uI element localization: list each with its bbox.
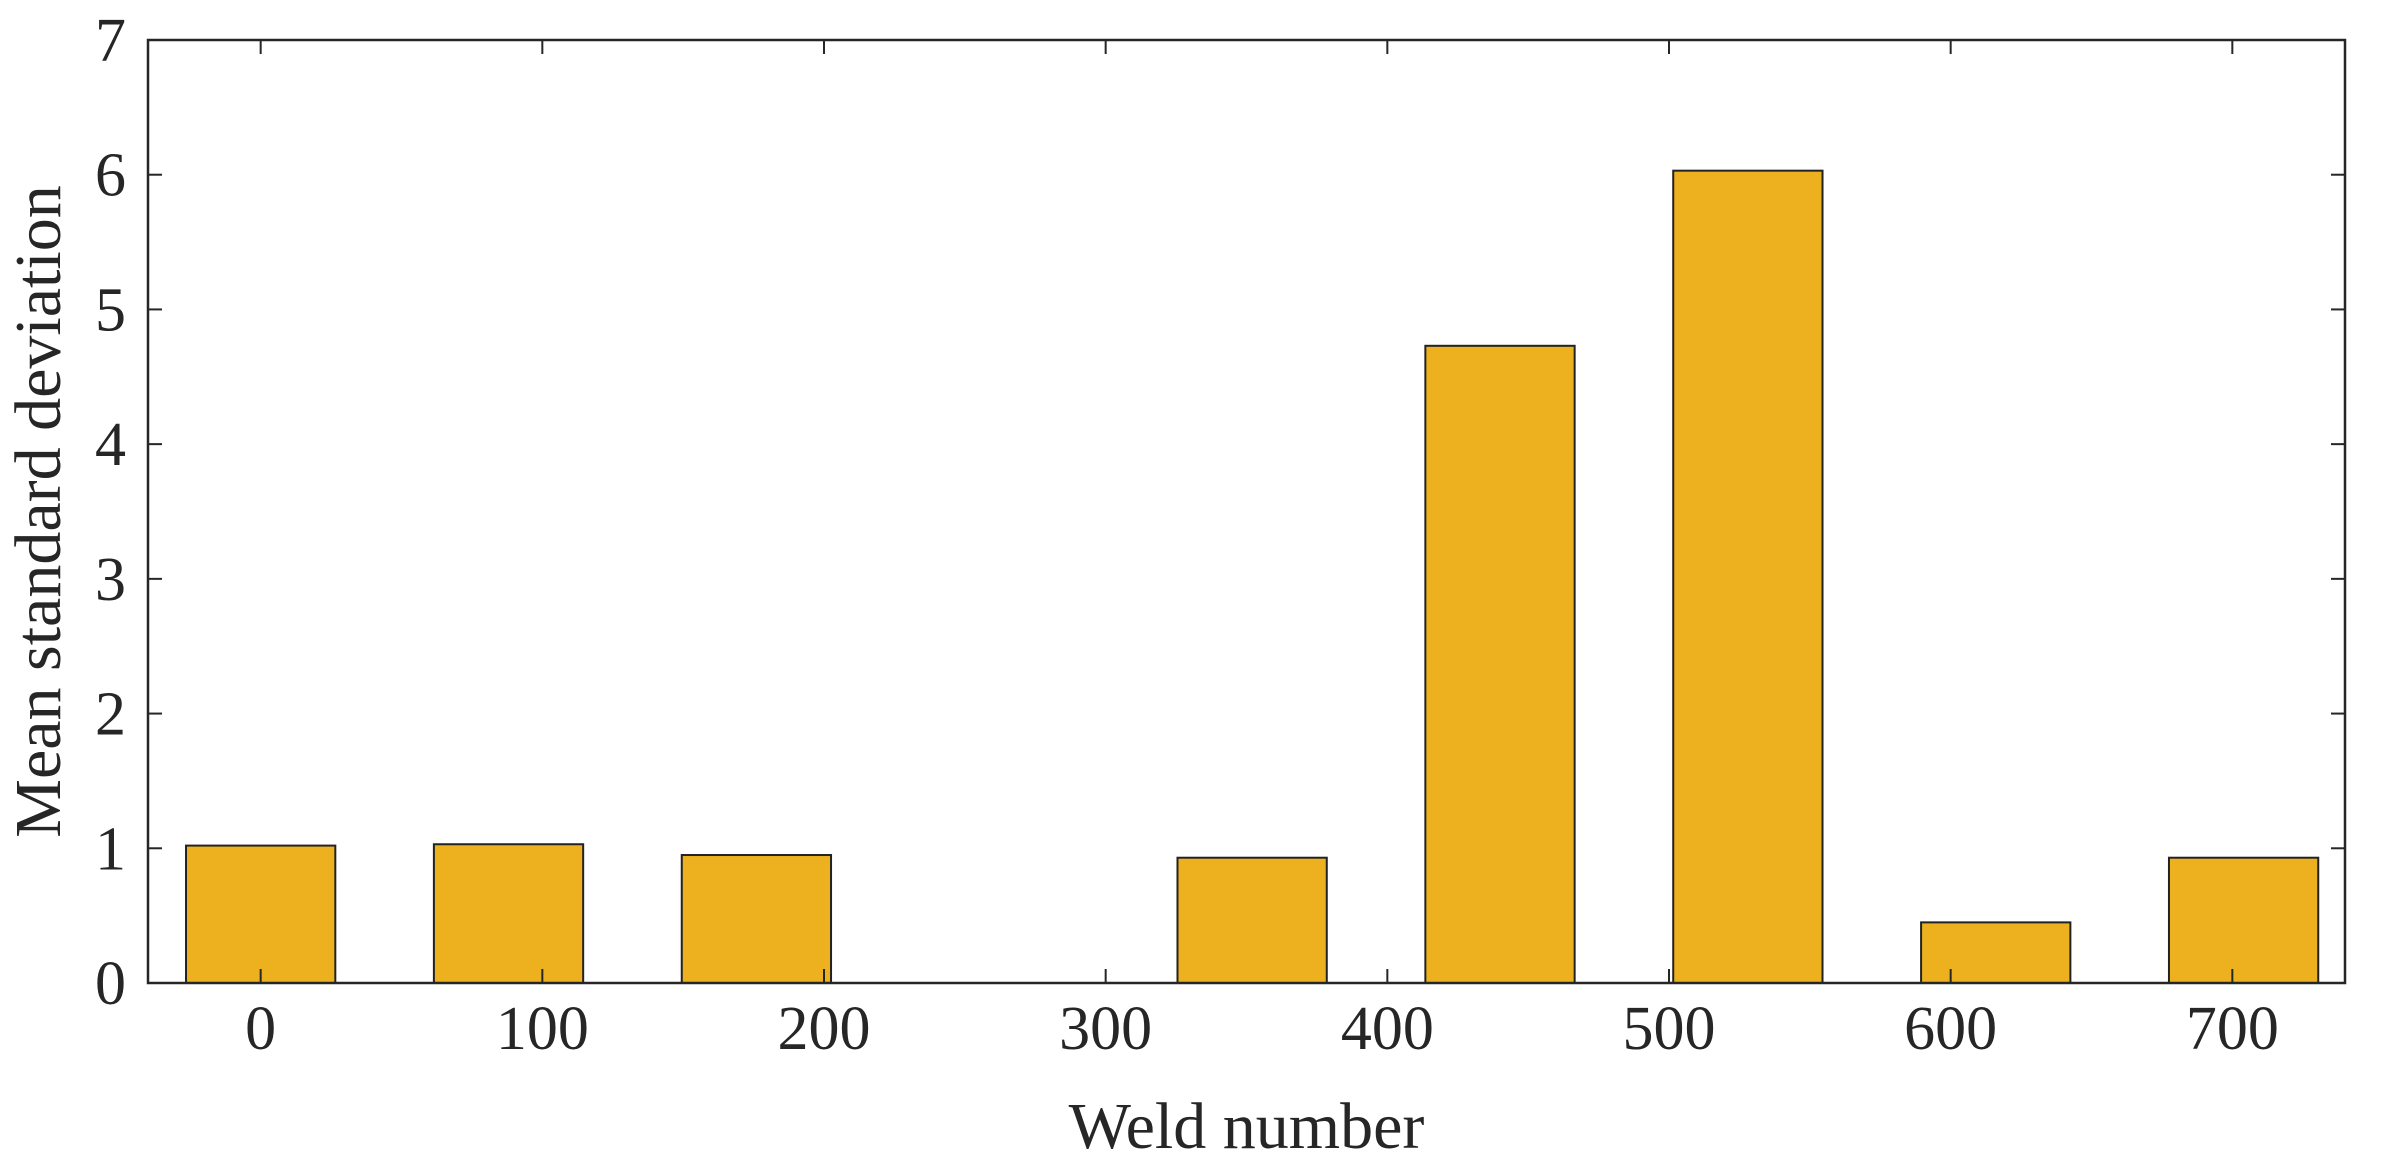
x-tick-label: 600 (1904, 995, 1997, 1063)
x-tick-label: 400 (1341, 995, 1434, 1063)
y-tick-label: 3 (95, 546, 126, 614)
y-tick-label: 2 (95, 681, 126, 749)
x-tick-label: 300 (1059, 995, 1152, 1063)
y-tick-label: 6 (95, 142, 126, 210)
y-tick-label: 1 (95, 815, 126, 883)
bar-616 (1920, 921, 2072, 985)
ticks-group (148, 39, 2345, 984)
bar-176 (680, 854, 833, 984)
x-tick-label: 100 (496, 995, 589, 1063)
axes-frame (146, 38, 2347, 985)
bars-group (185, 169, 2320, 985)
y-tick-label: 4 (95, 411, 126, 479)
x-tick-label: 200 (778, 995, 871, 1063)
bar-440 (1424, 344, 1576, 984)
x-tick-label: 0 (245, 995, 276, 1063)
bar-0 (185, 844, 337, 984)
x-tick-labels: 0 100 200 300 400 500 600 700 (245, 995, 2279, 1063)
y-tick-label: 0 (95, 950, 126, 1018)
x-axis-label: Weld number (1069, 1090, 1425, 1162)
y-tick-label: 5 (95, 276, 126, 344)
bar-352 (1176, 856, 1328, 984)
bar-704 (2167, 856, 2320, 984)
bar-528 (1672, 169, 1824, 984)
y-tick-labels: 0 1 2 3 4 5 6 7 (95, 7, 126, 1018)
y-axis-label: Mean standard deviation (2, 185, 75, 837)
x-tick-label: 500 (1623, 995, 1716, 1063)
y-tick-label: 7 (95, 7, 126, 75)
x-tick-label: 700 (2186, 995, 2279, 1063)
bar-88 (432, 843, 585, 984)
